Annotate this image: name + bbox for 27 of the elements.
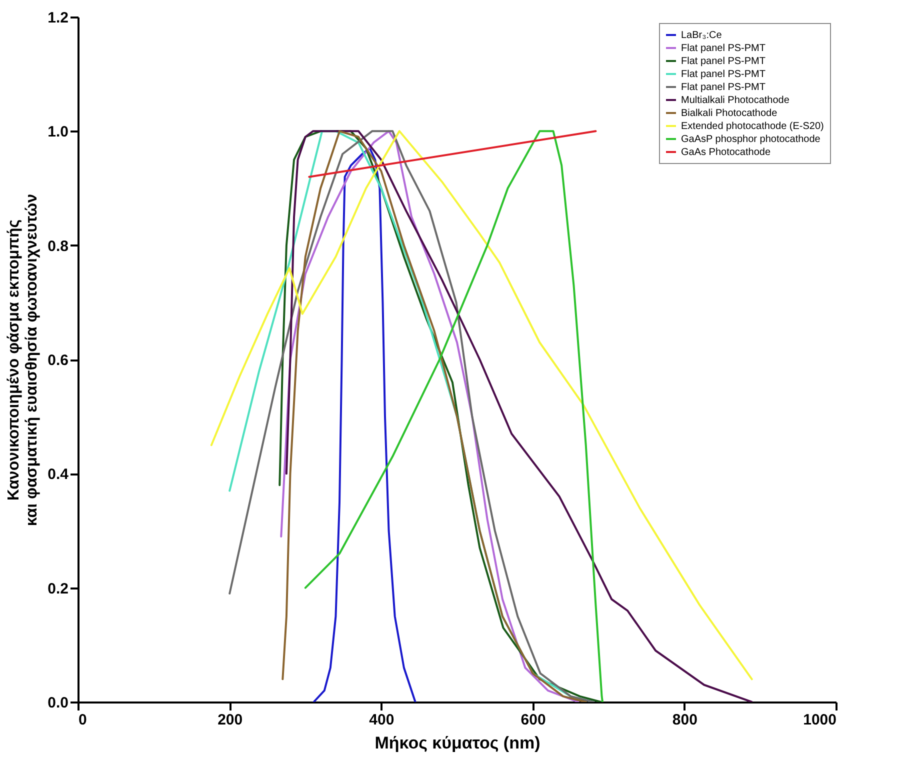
y-tick-label: 0.2: [48, 580, 68, 598]
legend-label: LaBr₃:Ce: [681, 30, 722, 41]
y-tick-label: 1.0: [48, 124, 68, 141]
x-tick-label: 0: [78, 712, 87, 728]
y-tick-label: 0.8: [48, 238, 68, 255]
legend-label: GaAs Photocathode: [681, 147, 771, 158]
y-tick-label: 0.4: [48, 466, 70, 484]
y-tick-label: 0.6: [48, 352, 68, 369]
x-tick-label: 1000: [803, 712, 836, 728]
legend-label: GaAsP phosphor photocathode: [681, 134, 821, 145]
legend-label: Multialkali Photocathode: [681, 95, 790, 106]
legend-label: Extended photocathode (E-S20): [681, 121, 824, 132]
y-axis-title: Κανονικοποιημένο φάσμα εκπομπής και φασματική ευαισθησία φωτοανιχνευτών: [6, 194, 41, 526]
line-series: [228, 130, 594, 702]
x-axis-title: Μήκος κύματος (nm): [374, 734, 540, 752]
y-tick-label: 1.2: [48, 10, 68, 26]
x-tick-label: 200: [218, 712, 243, 728]
legend-label: Flat panel PS-PMT: [681, 56, 766, 67]
x-tick-label: 600: [520, 712, 546, 728]
x-tick-label: 800: [672, 712, 698, 728]
line-series: [312, 147, 416, 702]
legend-label: Flat panel PS-PMT: [681, 69, 766, 80]
x-tick-label: 400: [369, 712, 394, 728]
y-tick-label: 0.0: [48, 694, 68, 712]
legend-label: Bialkali Photocathode: [681, 108, 778, 119]
legend-label: Flat panel PS-PMT: [681, 82, 766, 93]
legend-label: Flat panel PS-PMT: [681, 43, 766, 54]
